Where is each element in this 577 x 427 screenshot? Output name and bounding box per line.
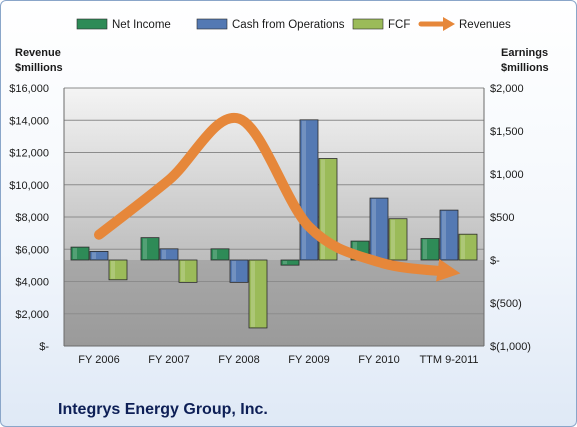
net-income-bar-highlight: [143, 238, 147, 259]
left-tick-label: $2,000: [15, 309, 49, 321]
net-income-bar: [210, 248, 230, 261]
fcf-bar-highlight: [321, 159, 325, 259]
right-tick-label: $500: [490, 212, 514, 224]
x-tick-label: FY 2007: [148, 354, 189, 366]
gridlines: [63, 87, 485, 347]
right-tick-label: $-: [490, 255, 500, 267]
revenues-line: [94, 112, 461, 282]
fcf-bar-highlight: [181, 261, 185, 282]
revenue-line-group: [94, 112, 461, 282]
fcf-bar: [458, 233, 478, 261]
cash-from-operations-legend-swatch: [196, 18, 228, 30]
right-tick-label: $2,000: [490, 83, 524, 95]
net-income-bar-highlight: [283, 261, 287, 265]
right-tick-label: $(500): [490, 298, 522, 310]
left-axis-ticks: $- $2,000 $4,000 $6,000 $8,000 $10,000 $12,000…: [9, 83, 49, 353]
cash-from-operations-bar-highlight: [232, 261, 236, 282]
cash-from-operations-bar: [229, 259, 249, 283]
left-axis-title-line-2: $millions: [15, 62, 63, 74]
net-income-bar: [70, 246, 90, 261]
left-tick-label: $14,000: [9, 115, 49, 127]
net-income-bar: [280, 259, 300, 266]
left-axis-title-line-1: Revenue: [15, 47, 61, 59]
cash-from-operations-bar-highlight: [302, 120, 306, 259]
company-name: Integrys Energy Group, Inc.: [58, 401, 268, 418]
net-income-legend-label: Net Income: [112, 19, 171, 31]
x-tick-label: TTM 9-2011: [419, 354, 478, 366]
net-income-bar-highlight: [423, 239, 427, 259]
fcf-bar: [178, 259, 198, 283]
net-income-bar-highlight: [213, 249, 217, 259]
fcf-bar-highlight: [391, 219, 395, 259]
right-axis-title-line-1: Earnings: [501, 47, 548, 59]
fcf-bar: [248, 259, 268, 329]
cash-from-operations-bar-highlight: [372, 199, 376, 259]
x-tick-label: FY 2010: [358, 354, 399, 366]
net-income-legend-swatch: [76, 18, 108, 30]
net-income-bar: [420, 238, 440, 261]
plot-background-lower: [64, 260, 484, 346]
fcf-bar-highlight: [251, 261, 255, 327]
right-axis-ticks: $(1,000) $(500) $- $500 $1,000 $1,500 $2,000: [490, 83, 531, 353]
fcf-bar-highlight: [111, 261, 115, 279]
revenues-legend-label: Revenues: [459, 19, 511, 31]
fcf-bar: [108, 259, 128, 281]
fcf-legend-swatch: [352, 18, 384, 30]
net-income-bar: [140, 237, 160, 261]
left-tick-label: $4,000: [15, 277, 49, 289]
cash-from-operations-bar: [159, 248, 179, 261]
fcf-bar-highlight: [461, 235, 465, 259]
left-tick-label: $16,000: [9, 83, 49, 95]
left-tick-label: $6,000: [15, 244, 49, 256]
x-tick-label: FY 2009: [288, 354, 329, 366]
cash-from-operations-bar-highlight: [442, 211, 446, 259]
cash-from-operations-bar-highlight: [92, 252, 96, 259]
right-tick-label: $1,500: [490, 126, 524, 138]
left-tick-label: $-: [39, 341, 49, 353]
revenues-legend-arrow: [443, 17, 455, 31]
plot-area: [64, 88, 484, 346]
right-axis-title-line-2: $millions: [501, 62, 549, 74]
cash-from-operations-bar: [89, 250, 109, 261]
left-tick-label: $8,000: [15, 212, 49, 224]
right-tick-label: $1,000: [490, 169, 524, 181]
x-tick-label: FY 2006: [78, 354, 119, 366]
net-income-bar-highlight: [73, 248, 77, 259]
cash-from-operations-bar-highlight: [162, 249, 166, 259]
left-axis-title: Revenue $millions: [15, 47, 63, 74]
x-tick-label: FY 2008: [218, 354, 259, 366]
fcf-legend-label: FCF: [388, 19, 410, 31]
left-tick-label: $12,000: [9, 148, 49, 160]
left-tick-label: $10,000: [9, 180, 49, 192]
x-axis-ticks: FY 2006 FY 2007 FY 2008 FY 2009 FY 2010 TTM 9…: [78, 354, 478, 366]
legend: Net Income Cash from Operations FCF Revenue…: [76, 17, 511, 31]
right-axis-title: Earnings $millions: [501, 47, 549, 74]
right-tick-label: $(1,000): [490, 341, 531, 353]
fcf-bar: [388, 218, 408, 261]
cash-from-operations-legend-label: Cash from Operations: [232, 19, 345, 31]
